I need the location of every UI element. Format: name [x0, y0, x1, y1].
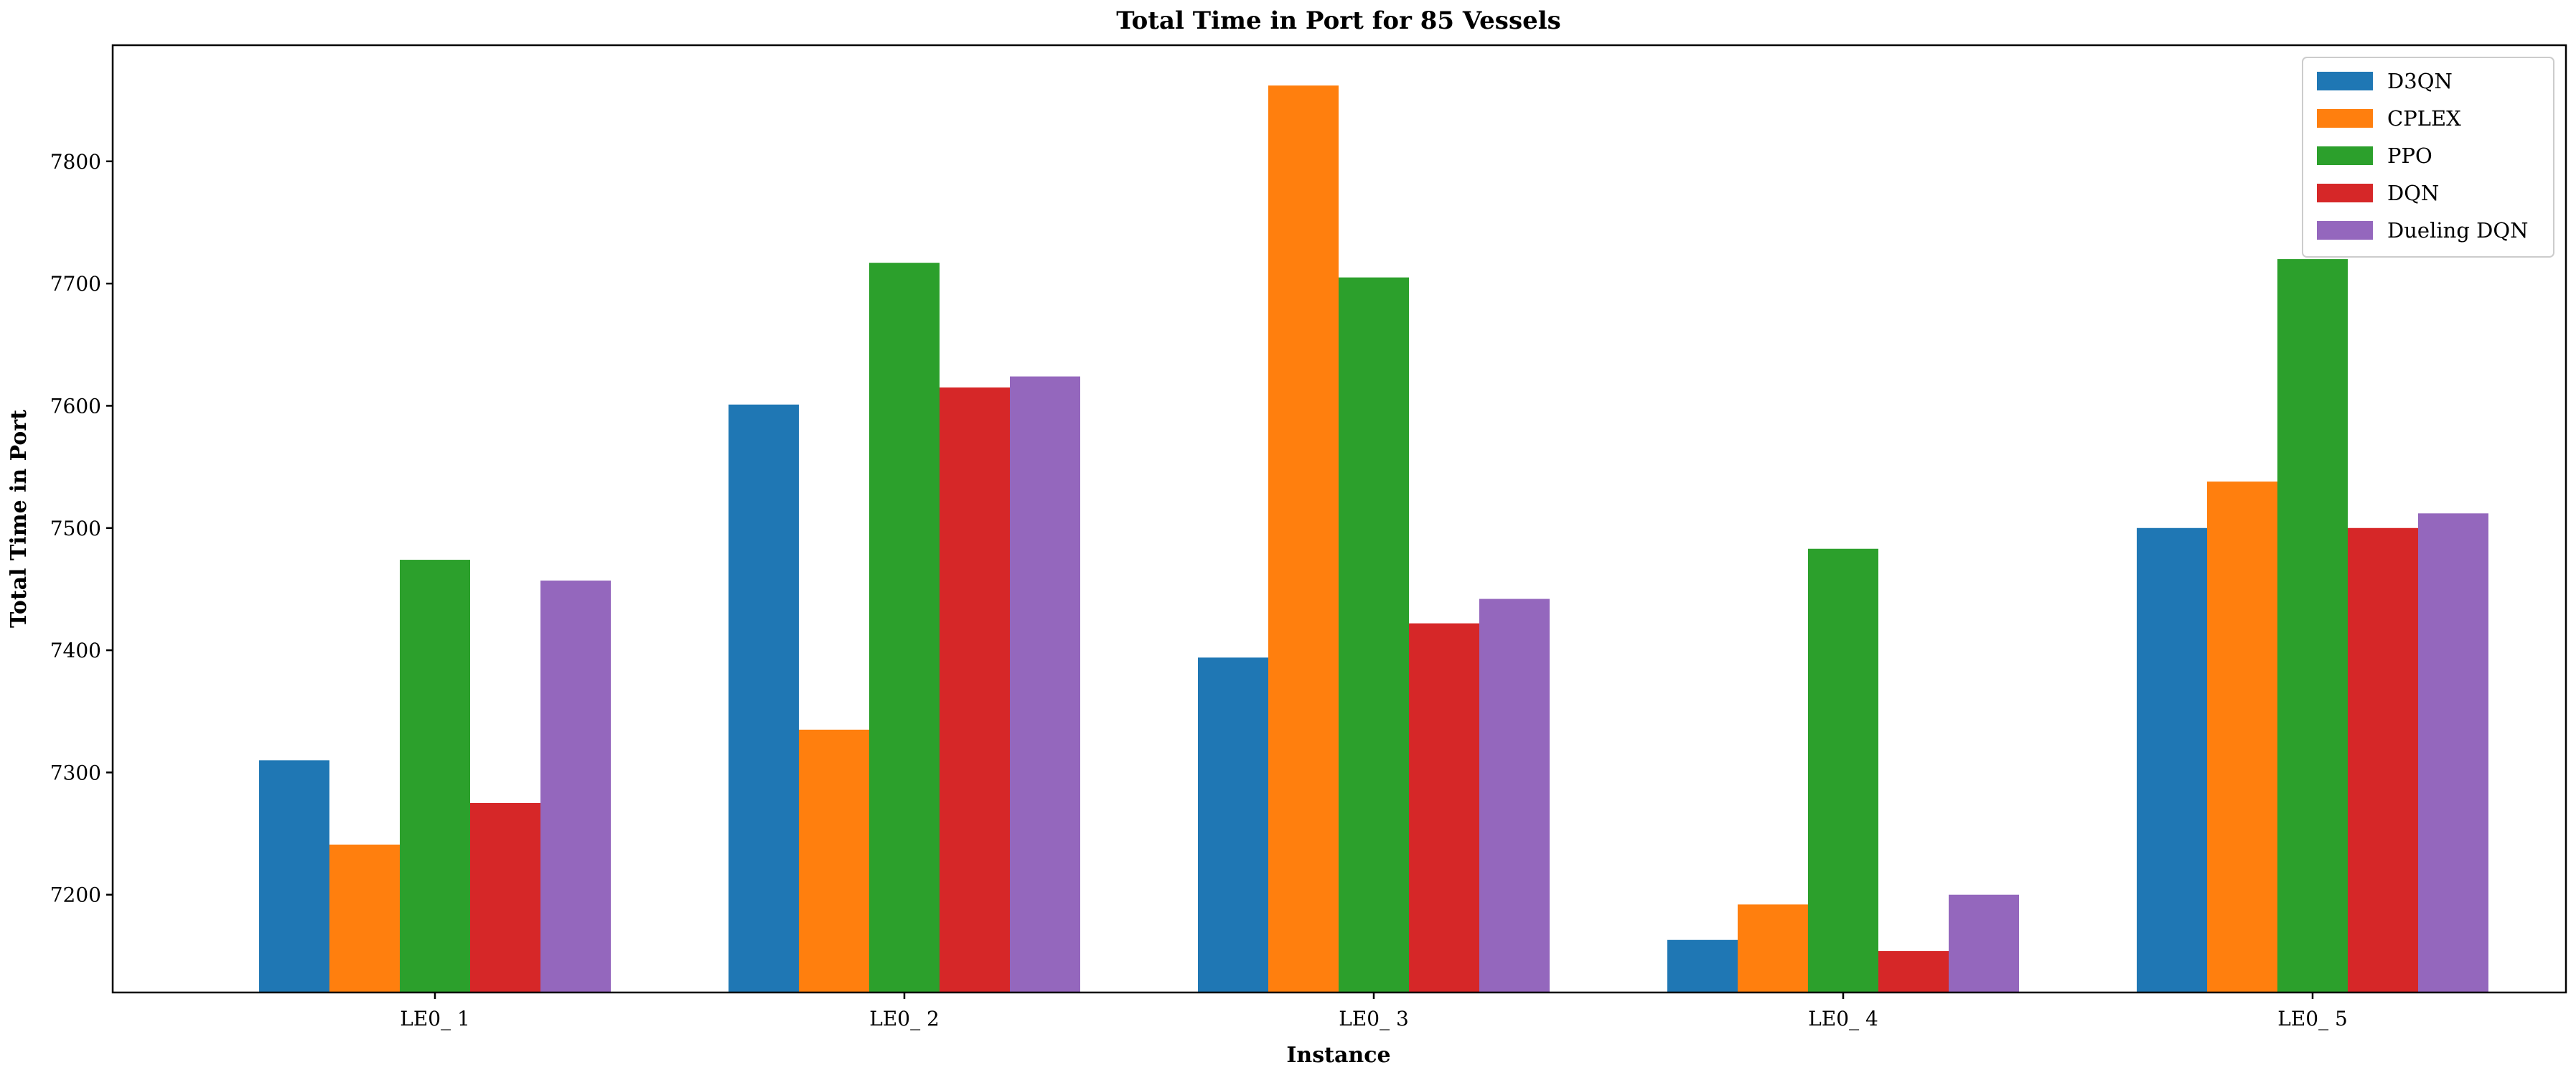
bar-cplex-2	[799, 729, 869, 992]
legend-label: PPO	[2387, 144, 2432, 168]
bar-dqn-3	[1409, 623, 1479, 992]
y-tick-label: 7200	[50, 883, 101, 907]
y-tick-label: 7800	[50, 150, 101, 174]
bar-d3qn-5	[2137, 527, 2207, 992]
bar-dueling-dqn-4	[1949, 894, 2019, 992]
bar-d3qn-4	[1667, 939, 1738, 992]
bar-d3qn-1	[259, 760, 329, 992]
chart-title: Total Time in Port for 85 Vessels	[1116, 6, 1561, 35]
bar-dqn-1	[470, 803, 540, 992]
y-tick-label: 7600	[50, 394, 101, 418]
bar-dqn-4	[1878, 951, 1949, 992]
bar-dqn-2	[940, 387, 1010, 992]
bar-cplex-4	[1738, 904, 1808, 992]
bar-d3qn-3	[1198, 657, 1268, 992]
bar-ppo-4	[1808, 548, 1878, 992]
bar-dueling-dqn-2	[1010, 376, 1080, 992]
bar-dueling-dqn-1	[540, 581, 611, 992]
legend-box	[2302, 57, 2554, 258]
bar-dueling-dqn-3	[1479, 598, 1550, 992]
x-tick-label: LE0_ 2	[869, 1007, 940, 1031]
legend-swatch	[2317, 146, 2373, 165]
y-tick-label: 7300	[50, 761, 101, 784]
legend-label: CPLEX	[2387, 106, 2461, 131]
y-tick-label: 7500	[50, 517, 101, 540]
x-tick-label: LE0_ 3	[1339, 1007, 1409, 1031]
bar-cplex-5	[2207, 482, 2277, 992]
legend-swatch	[2317, 109, 2373, 128]
y-axis: 7200 7300 7400 7500 7600 7700 7800	[50, 150, 113, 907]
bar-ppo-5	[2277, 259, 2348, 992]
legend-label: Dueling DQN	[2387, 218, 2529, 243]
bar-ppo-1	[400, 560, 470, 992]
bar-d3qn-2	[729, 404, 799, 992]
bar-ppo-2	[869, 263, 940, 992]
legend-label: D3QN	[2387, 69, 2453, 93]
x-axis: LE0_ 1 LE0_ 2 LE0_ 3 LE0_ 4 LE0_ 5	[400, 992, 2348, 1031]
legend-swatch	[2317, 221, 2373, 240]
bar-cplex-1	[329, 844, 400, 992]
plot-area-frame	[111, 44, 2567, 994]
x-axis-label: Instance	[1286, 1043, 1390, 1068]
y-tick-label: 7700	[50, 272, 101, 296]
bars-layer	[259, 85, 2488, 993]
bar-ppo-3	[1339, 277, 1409, 992]
legend-swatch	[2317, 72, 2373, 90]
legend: D3QN CPLEX PPO DQN Dueling DQN	[2302, 57, 2554, 258]
x-tick-label: LE0_ 1	[400, 1007, 470, 1031]
bar-cplex-3	[1268, 85, 1339, 993]
y-axis-label: Total Time in Port	[6, 410, 32, 628]
legend-label: DQN	[2387, 181, 2439, 205]
y-tick-label: 7400	[50, 639, 101, 662]
legend-swatch	[2317, 184, 2373, 202]
x-tick-label: LE0_ 4	[1808, 1007, 1878, 1031]
bar-dueling-dqn-5	[2418, 513, 2488, 992]
x-tick-label: LE0_ 5	[2277, 1007, 2348, 1031]
bar-dqn-5	[2348, 527, 2418, 992]
